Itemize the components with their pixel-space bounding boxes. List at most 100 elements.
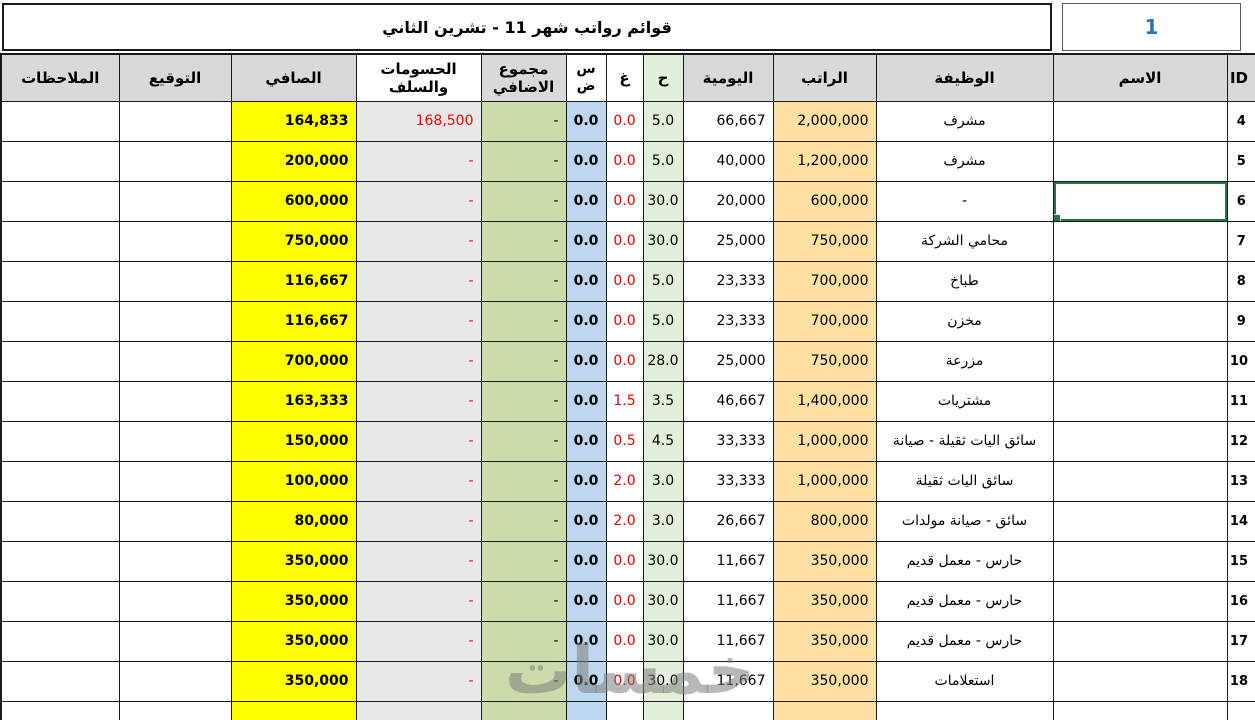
- cell-days[interactable]: 5.0: [642, 260, 684, 302]
- cell-overtime[interactable]: -: [480, 460, 567, 502]
- cell-deductions[interactable]: 168,500: [355, 100, 482, 142]
- cell-id[interactable]: 11: [1226, 380, 1255, 422]
- cell-deductions[interactable]: -: [355, 140, 482, 182]
- cell-absence[interactable]: 1.5: [605, 380, 644, 422]
- sheet-title[interactable]: قوائم رواتب شهر 11 - تشرين الثاني: [2, 3, 1052, 51]
- cell-id[interactable]: 10: [1226, 340, 1255, 382]
- cell-absence[interactable]: 0.0: [605, 340, 644, 382]
- cell-id[interactable]: 6: [1226, 180, 1255, 222]
- cell-job[interactable]: سائق اليات ثقيلة - صيانة: [875, 420, 1054, 462]
- cell-id[interactable]: 4: [1226, 100, 1255, 142]
- cell-sick[interactable]: 0.0: [565, 620, 607, 662]
- cell-net[interactable]: 200,000: [230, 140, 357, 182]
- cell-daily[interactable]: 26,667: [682, 500, 774, 542]
- cell-id[interactable]: 7: [1226, 220, 1255, 262]
- cell-signature[interactable]: [118, 420, 232, 462]
- cell-signature[interactable]: [118, 460, 232, 502]
- cell-notes[interactable]: [0, 620, 120, 662]
- cell-deductions[interactable]: -: [355, 380, 482, 422]
- cell-salary[interactable]: 600,000: [772, 180, 877, 222]
- cell-absence[interactable]: 2.0: [605, 460, 644, 502]
- cell-absence[interactable]: 0.0: [605, 100, 644, 142]
- cell-signature[interactable]: [118, 140, 232, 182]
- cell-days[interactable]: 30.0: [642, 660, 684, 702]
- cell-daily[interactable]: [682, 700, 774, 720]
- cell-absence[interactable]: 0.0: [605, 180, 644, 222]
- cell-overtime[interactable]: -: [480, 340, 567, 382]
- cell-notes[interactable]: [0, 140, 120, 182]
- cell-daily[interactable]: 46,667: [682, 380, 774, 422]
- cell-job[interactable]: [875, 700, 1054, 720]
- cell-daily[interactable]: 25,000: [682, 340, 774, 382]
- cell-signature[interactable]: [118, 700, 232, 720]
- cell-deductions[interactable]: -: [355, 340, 482, 382]
- header-job[interactable]: الوظيفة: [875, 53, 1054, 102]
- header-deductions[interactable]: الحسومات والسلف: [355, 53, 482, 102]
- cell-signature[interactable]: [118, 340, 232, 382]
- cell-sick[interactable]: 0.0: [565, 340, 607, 382]
- cell-signature[interactable]: [118, 260, 232, 302]
- cell-signature[interactable]: [118, 100, 232, 142]
- cell-sick[interactable]: 0.0: [565, 220, 607, 262]
- cell-deductions[interactable]: -: [355, 540, 482, 582]
- cell-notes[interactable]: [0, 260, 120, 302]
- cell-id[interactable]: 16: [1226, 580, 1255, 622]
- cell-name[interactable]: [1052, 460, 1228, 502]
- cell-days[interactable]: 5.0: [642, 140, 684, 182]
- cell-overtime[interactable]: -: [480, 380, 567, 422]
- cell-deductions[interactable]: -: [355, 580, 482, 622]
- cell-salary[interactable]: 1,000,000: [772, 460, 877, 502]
- cell-overtime[interactable]: -: [480, 300, 567, 342]
- cell-salary[interactable]: 750,000: [772, 220, 877, 262]
- cell-net[interactable]: 750,000: [230, 220, 357, 262]
- cell-name[interactable]: [1052, 420, 1228, 462]
- cell-days[interactable]: 3.0: [642, 460, 684, 502]
- cell-absence[interactable]: 0.0: [605, 260, 644, 302]
- cell-daily[interactable]: 11,667: [682, 660, 774, 702]
- cell-daily[interactable]: 33,333: [682, 420, 774, 462]
- cell-salary[interactable]: 700,000: [772, 300, 877, 342]
- cell-id[interactable]: 13: [1226, 460, 1255, 502]
- cell-deductions[interactable]: -: [355, 660, 482, 702]
- cell-sick[interactable]: 0.0: [565, 500, 607, 542]
- cell-notes[interactable]: [0, 700, 120, 720]
- cell-sick[interactable]: 0.0: [565, 140, 607, 182]
- cell-name[interactable]: [1052, 180, 1228, 222]
- cell-id[interactable]: 9: [1226, 300, 1255, 342]
- cell-name[interactable]: [1052, 660, 1228, 702]
- cell-signature[interactable]: [118, 380, 232, 422]
- cell-days[interactable]: 30.0: [642, 220, 684, 262]
- cell-overtime[interactable]: -: [480, 580, 567, 622]
- cell-name[interactable]: [1052, 220, 1228, 262]
- cell-sick[interactable]: 0.0: [565, 420, 607, 462]
- header-days[interactable]: ح: [642, 53, 684, 102]
- cell-job[interactable]: مشرف: [875, 100, 1054, 142]
- cell-net[interactable]: 116,667: [230, 300, 357, 342]
- cell-net[interactable]: 163,333: [230, 380, 357, 422]
- cell-job[interactable]: سائق اليات ثقيلة: [875, 460, 1054, 502]
- cell-net[interactable]: [230, 700, 357, 720]
- cell-days[interactable]: 30.0: [642, 180, 684, 222]
- cell-sick[interactable]: 0.0: [565, 380, 607, 422]
- cell-absence[interactable]: 0.5: [605, 420, 644, 462]
- cell-daily[interactable]: 23,333: [682, 300, 774, 342]
- cell-signature[interactable]: [118, 220, 232, 262]
- cell-salary[interactable]: 2,000,000: [772, 100, 877, 142]
- cell-absence[interactable]: 0.0: [605, 220, 644, 262]
- cell-absence[interactable]: 0.0: [605, 620, 644, 662]
- cell-absence[interactable]: 0.0: [605, 300, 644, 342]
- cell-notes[interactable]: [0, 540, 120, 582]
- cell-notes[interactable]: [0, 580, 120, 622]
- cell-job[interactable]: حارس - معمل قديم: [875, 580, 1054, 622]
- cell-salary[interactable]: 350,000: [772, 540, 877, 582]
- cell-overtime[interactable]: -: [480, 620, 567, 662]
- cell-notes[interactable]: [0, 380, 120, 422]
- cell-days[interactable]: 30.0: [642, 540, 684, 582]
- header-absence[interactable]: غ: [605, 53, 644, 102]
- cell-signature[interactable]: [118, 660, 232, 702]
- cell-notes[interactable]: [0, 220, 120, 262]
- cell-notes[interactable]: [0, 300, 120, 342]
- header-net[interactable]: الصافي: [230, 53, 357, 102]
- header-salary[interactable]: الراتب: [772, 53, 877, 102]
- cell-overtime[interactable]: -: [480, 420, 567, 462]
